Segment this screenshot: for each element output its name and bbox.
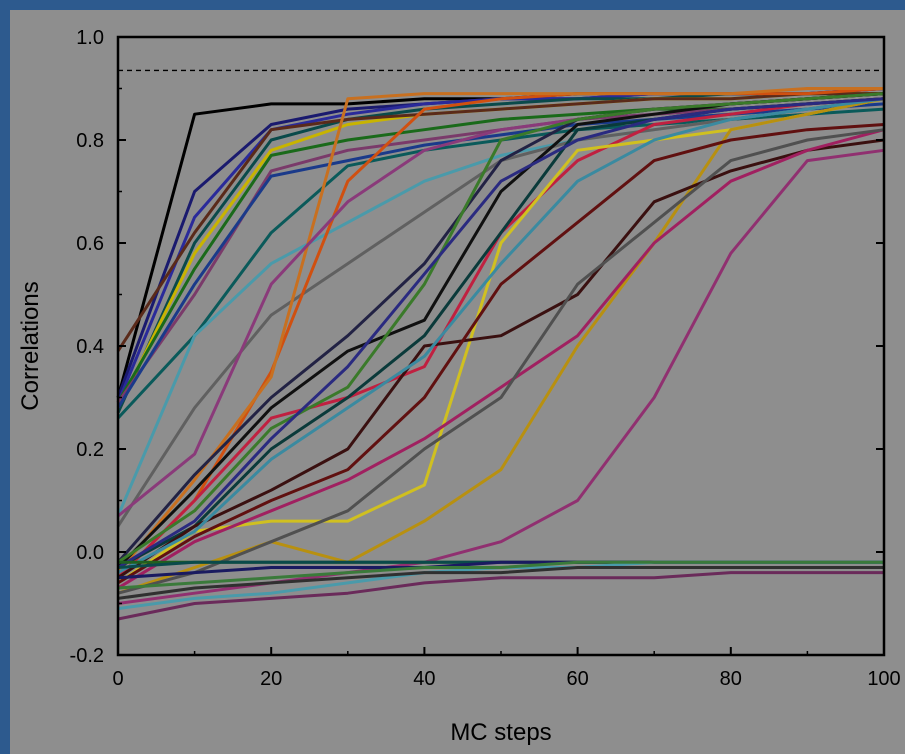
y-tick-label: 1.0	[76, 27, 104, 49]
series-line-19	[117, 92, 885, 564]
series-layer	[116, 87, 885, 621]
series-line-35	[117, 571, 884, 621]
y-tick-label: -0.2	[70, 645, 104, 667]
x-tick-label: 20	[260, 668, 282, 690]
x-axis-label: MC steps	[450, 719, 551, 746]
x-tick-label: 100	[867, 668, 900, 690]
y-axis-ticks: -0.2 0.0 0.2 0.4 0.6 0.8 1.0	[70, 27, 884, 667]
series-line-28	[117, 97, 885, 574]
x-tick-label: 60	[566, 668, 588, 690]
series-line-22	[117, 97, 885, 595]
series-line-9	[116, 102, 885, 409]
series-line-25	[117, 128, 885, 590]
y-axis-label: Correlations	[17, 281, 44, 410]
x-tick-label: 40	[413, 668, 435, 690]
x-tick-label: 0	[112, 668, 123, 690]
series-line-36	[117, 560, 884, 590]
series-line-27	[117, 128, 885, 595]
series-line-34	[117, 566, 884, 600]
series-line-14	[116, 87, 884, 574]
series-line-26	[117, 148, 885, 605]
y-tick-label: 0.0	[76, 542, 104, 564]
series-line-13	[116, 87, 885, 579]
series-line-23	[117, 138, 885, 580]
series-line-6	[116, 92, 884, 352]
series-line-24	[117, 123, 885, 585]
x-tick-label: 80	[720, 668, 742, 690]
x-axis-ticks: 0 20 40 60 80 100	[112, 647, 901, 690]
series-line-29	[117, 97, 885, 569]
y-tick-label: 0.4	[76, 336, 104, 358]
y-tick-label: 0.2	[76, 439, 104, 461]
y-tick-label: 0.8	[76, 130, 104, 152]
y-tick-label: 0.6	[76, 233, 104, 255]
